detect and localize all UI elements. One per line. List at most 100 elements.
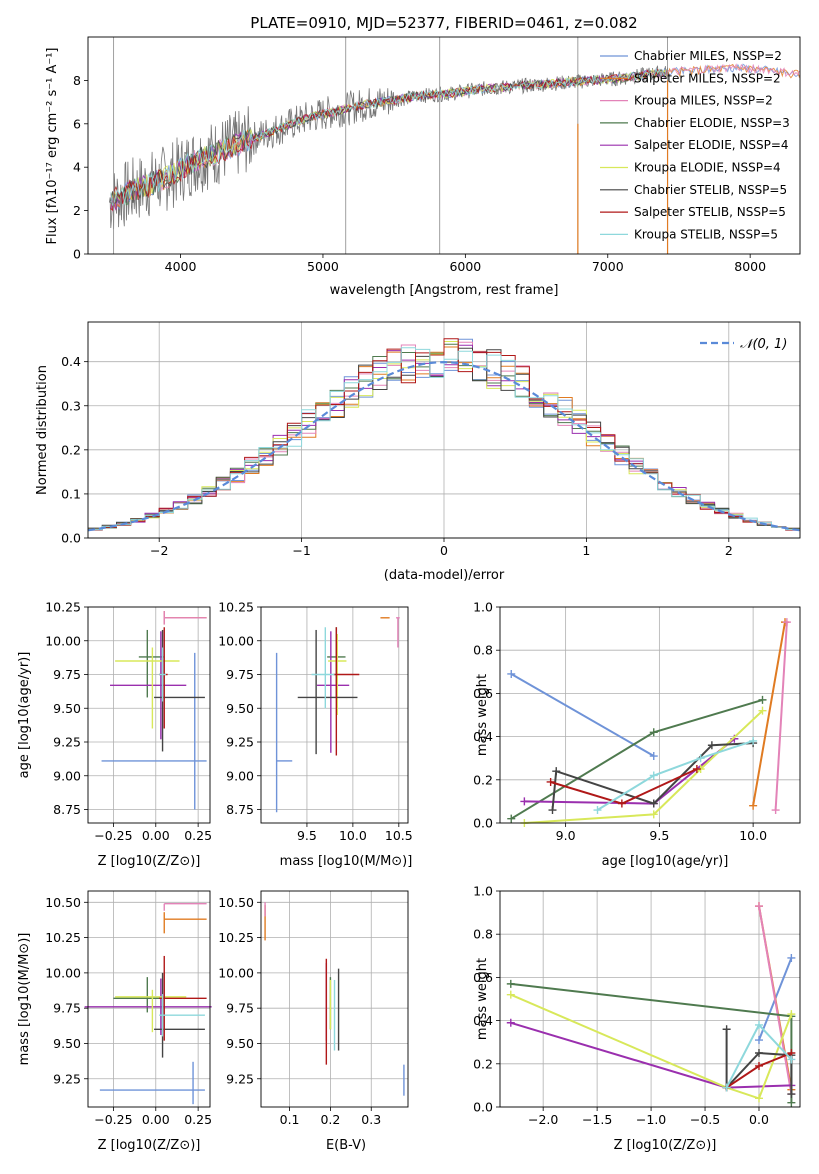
weight-marker [787, 1090, 796, 1099]
plot-frame [87, 36, 801, 255]
weight-line [524, 709, 764, 824]
legend-label: Salpeter MILES, NSSP=2 [634, 71, 781, 85]
y-tick-label: 9.50 [226, 701, 254, 716]
spectrum-model-line [110, 67, 667, 207]
weight-marker [506, 1018, 515, 1027]
x-tick-label: 0.2 [320, 1112, 340, 1127]
normal-curve [87, 360, 801, 532]
weight-vs-age-panel: 9.0 9.5 10.0 0.0 0.2 0.4 0.6 0.8 1.0 [473, 600, 801, 843]
age-mass-xlabel: mass [log10(M/M⊙)] [280, 854, 413, 869]
x-tick-label: 0.00 [142, 828, 170, 843]
y-tick-label: 10.00 [45, 633, 81, 648]
weight-marker [692, 765, 701, 773]
x-tick-label: 1 [582, 543, 590, 558]
y-tick-label: 10.50 [45, 895, 81, 910]
weight-marker [722, 1025, 731, 1034]
x-tick-label: 0.3 [361, 1112, 381, 1127]
y-tick-label: 9.50 [53, 701, 81, 716]
weight-marker [782, 618, 791, 627]
w-z-xlabel: Z [log10(Z/Z⊙)] [614, 1138, 717, 1153]
y-tick-label: 0.6 [473, 686, 493, 701]
weight-marker [649, 771, 658, 780]
y-tick-label: 9.50 [226, 1036, 254, 1051]
weight-marker [649, 810, 658, 819]
plot-frame [87, 606, 211, 824]
x-tick-label: 9.5 [649, 828, 669, 843]
weight-marker [649, 799, 658, 808]
weight-marker [520, 797, 529, 806]
x-tick-label: 0.00 [142, 1112, 170, 1127]
weight-marker [754, 1094, 763, 1103]
y-tick-label: 9.25 [226, 1071, 254, 1086]
y-tick-label: 10.50 [218, 895, 254, 910]
weight-line [596, 739, 754, 811]
mass-ebv-xlabel: E(B-V) [326, 1138, 366, 1153]
y-tick-label: 0.6 [473, 970, 493, 985]
residuals-ylabel: Normed distribution [35, 365, 50, 495]
w-age-xlabel: age [log10(age/yr)] [602, 854, 729, 869]
weight-marker [754, 1020, 763, 1029]
y-tick-label: 8.75 [226, 802, 254, 817]
y-tick-label: 0.1 [61, 486, 81, 501]
residuals-panel: −2 −1 0 1 2 0.0 0.1 0.2 0.3 0.4 𝒩(0, 1) [61, 321, 801, 558]
y-tick-label: 9.75 [226, 667, 254, 682]
x-tick-label: −1.0 [636, 1112, 666, 1127]
weight-marker [506, 990, 515, 999]
weight-marker [507, 814, 516, 823]
mass-z-xlabel: Z [log10(Z/Z⊙)] [98, 1138, 201, 1153]
y-tick-label: 9.75 [53, 667, 81, 682]
legend-label: Chabrier MILES, NSSP=2 [634, 49, 782, 63]
weight-marker [548, 806, 557, 815]
x-tick-label: −0.5 [690, 1112, 720, 1127]
x-tick-label: −2.0 [528, 1112, 558, 1127]
plot-frame [260, 606, 409, 824]
weight-marker [749, 736, 758, 745]
weight-line [758, 905, 793, 1095]
plot-frame [499, 606, 801, 824]
x-tick-label: 0.25 [184, 828, 212, 843]
y-tick-label: 10.25 [45, 600, 81, 615]
residual-histogram [88, 347, 800, 531]
x-tick-label: 7000 [592, 259, 624, 274]
y-tick-label: 10.25 [45, 930, 81, 945]
x-tick-label: 0.0 [749, 1112, 769, 1127]
spectrum-title: PLATE=0910, MJD=52377, FIBERID=0461, z=0… [250, 14, 637, 32]
x-tick-label: 0.1 [280, 1112, 300, 1127]
weight-marker [754, 1049, 763, 1057]
legend-label: Kroupa ELODIE, NSSP=4 [634, 161, 781, 175]
y-tick-label: 9.00 [226, 768, 254, 783]
weight-marker [617, 799, 626, 808]
y-tick-label: 0.0 [61, 531, 81, 546]
y-tick-label: 0.4 [473, 729, 493, 744]
weight-marker [787, 1010, 796, 1019]
spectrum-model-line [110, 68, 667, 204]
plot-area [88, 891, 210, 1107]
y-tick-label: 9.50 [53, 1036, 81, 1051]
mass-vs-z-panel: −0.25 0.00 0.25 9.25 9.50 9.75 10.00 10.25 10.50 [45, 890, 212, 1127]
plot-frame [260, 890, 409, 1108]
y-tick-label: 2 [73, 203, 81, 218]
plot-area [500, 607, 800, 823]
weight-line [510, 993, 793, 1100]
x-tick-label: 9.5 [297, 828, 317, 843]
legend-label: 𝒩(0, 1) [740, 337, 787, 352]
x-tick-label: 10.0 [739, 828, 767, 843]
x-tick-label: −1.5 [582, 1112, 612, 1127]
spectrum-xlabel: wavelength [Angstrom, rest frame] [330, 283, 559, 298]
mass-vs-ebv-panel: 0.1 0.2 0.3 9.25 9.50 9.75 10.00 10.25 10.50 [218, 890, 409, 1127]
y-tick-label: 9.25 [53, 735, 81, 750]
y-tick-label: 0 [73, 247, 81, 262]
weight-marker [749, 801, 758, 810]
y-tick-label: 9.75 [53, 1001, 81, 1016]
weight-line [774, 622, 788, 811]
x-tick-label: 10.5 [385, 828, 413, 843]
y-tick-label: 0.8 [473, 643, 493, 658]
weight-vs-z-panel: −2.0 −1.5 −1.0 −0.5 0.0 0.0 0.2 0.4 0.6 0.8 1.0 [473, 884, 801, 1127]
plot-frame [499, 890, 801, 1108]
y-tick-label: 10.00 [45, 965, 81, 980]
age-vs-z-panel: −0.25 0.00 0.25 8.75 9.00 9.25 9.50 9.75 10.00 10… [45, 600, 212, 844]
x-tick-label: 6000 [449, 259, 481, 274]
weight-marker [754, 902, 763, 911]
plot-area [261, 607, 408, 823]
weight-marker [707, 741, 716, 750]
